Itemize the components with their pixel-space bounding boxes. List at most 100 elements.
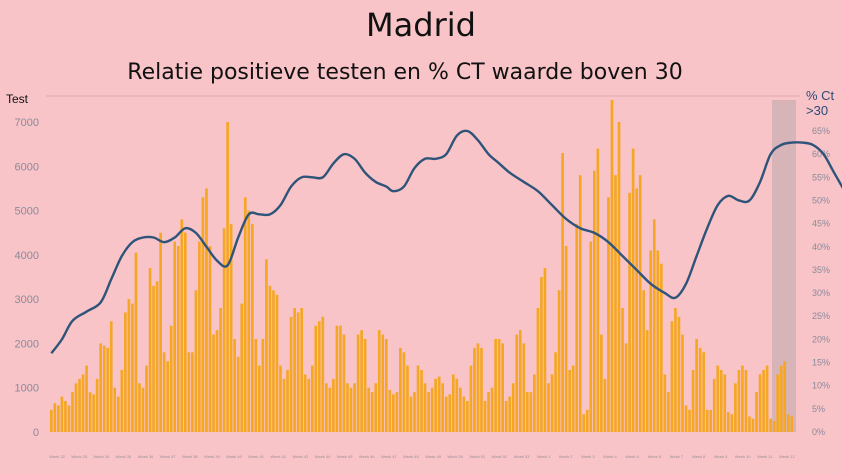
x-tick-label: Week 1 <box>537 454 551 459</box>
bar <box>663 374 667 432</box>
left-tick-label: 5000 <box>15 206 39 218</box>
bar <box>346 383 349 432</box>
bar <box>564 246 568 432</box>
x-tick-label: Week 48 <box>403 454 419 459</box>
bar <box>254 339 258 432</box>
right-axis-title: % Ct >30 <box>806 88 834 118</box>
x-tick-label: Week 11 <box>757 454 773 459</box>
bar <box>755 392 758 432</box>
x-tick-label: Week 52 <box>492 454 508 459</box>
bar <box>691 370 695 432</box>
bar <box>772 420 776 432</box>
bar <box>250 223 254 432</box>
bar <box>783 361 787 432</box>
bar <box>120 370 124 432</box>
x-tick-label: Week 53 <box>514 454 530 459</box>
bar <box>286 370 289 432</box>
bar <box>790 416 794 432</box>
bar <box>99 343 102 432</box>
bar <box>554 352 557 432</box>
bar <box>141 387 145 432</box>
bar <box>469 365 473 432</box>
left-tick-label: 0 <box>33 427 39 439</box>
x-tick-label: Week 12 <box>779 454 795 459</box>
bar <box>131 303 134 432</box>
bar <box>536 308 540 432</box>
x-tick-label: Week 38 <box>182 454 198 459</box>
bar <box>483 401 487 432</box>
bar <box>176 246 180 432</box>
left-tick-label: 2000 <box>15 338 39 350</box>
bar <box>138 383 141 432</box>
bar <box>547 383 550 432</box>
bar <box>166 361 169 432</box>
bar <box>617 122 621 432</box>
left-tick-label: 7000 <box>15 117 39 129</box>
bar <box>674 308 677 432</box>
bar <box>236 356 240 432</box>
x-tick-label: Week 36 <box>138 454 154 459</box>
bar <box>363 339 367 432</box>
bar <box>751 418 755 432</box>
bar <box>57 405 60 432</box>
bar <box>310 365 314 432</box>
right-tick-label: 30% <box>812 288 830 298</box>
bar <box>155 281 159 432</box>
bar <box>427 392 430 432</box>
bar <box>106 347 110 432</box>
bar <box>451 374 455 432</box>
bar <box>113 387 117 432</box>
right-tick-label: 35% <box>812 265 830 275</box>
bar <box>716 365 720 432</box>
bar <box>413 392 416 432</box>
bar <box>501 343 504 432</box>
bar <box>95 378 99 432</box>
bar <box>420 370 423 432</box>
bar <box>152 285 155 432</box>
left-axis: 0 1000 2000 3000 4000 5000 6000 7000 <box>15 117 39 439</box>
bar <box>300 308 303 432</box>
right-tick-label: 5% <box>812 404 825 414</box>
bar <box>402 352 406 432</box>
bar <box>233 339 236 432</box>
bar <box>723 374 727 432</box>
bar <box>226 122 229 432</box>
bar <box>148 268 152 432</box>
bar <box>180 219 184 432</box>
bar <box>776 374 780 432</box>
bar <box>183 232 187 432</box>
bar <box>480 347 483 432</box>
bar <box>621 308 624 432</box>
bar <box>279 365 282 432</box>
bar <box>85 365 88 432</box>
bar <box>593 170 596 432</box>
bar <box>325 383 328 432</box>
bar <box>124 312 127 432</box>
bar <box>589 241 593 432</box>
bar <box>638 175 642 432</box>
right-tick-label: 45% <box>812 219 830 229</box>
bar <box>758 374 762 432</box>
bar <box>50 409 53 432</box>
bar <box>762 370 765 432</box>
bar <box>462 396 466 432</box>
bar <box>88 392 92 432</box>
x-tick-label: Week 43 <box>293 454 309 459</box>
bar <box>526 392 529 432</box>
bar <box>681 334 684 432</box>
bar <box>705 409 709 432</box>
bar <box>656 250 660 432</box>
bar <box>473 347 476 432</box>
bar <box>272 290 275 432</box>
bar <box>596 148 600 432</box>
bar <box>430 387 434 432</box>
bar <box>145 365 148 432</box>
bar <box>741 365 744 432</box>
bar <box>71 392 74 432</box>
bar <box>628 192 631 432</box>
bar-series <box>50 99 794 433</box>
bar <box>243 197 247 432</box>
left-tick-label: 1000 <box>15 383 39 395</box>
bar <box>406 365 409 432</box>
bar <box>603 378 607 432</box>
